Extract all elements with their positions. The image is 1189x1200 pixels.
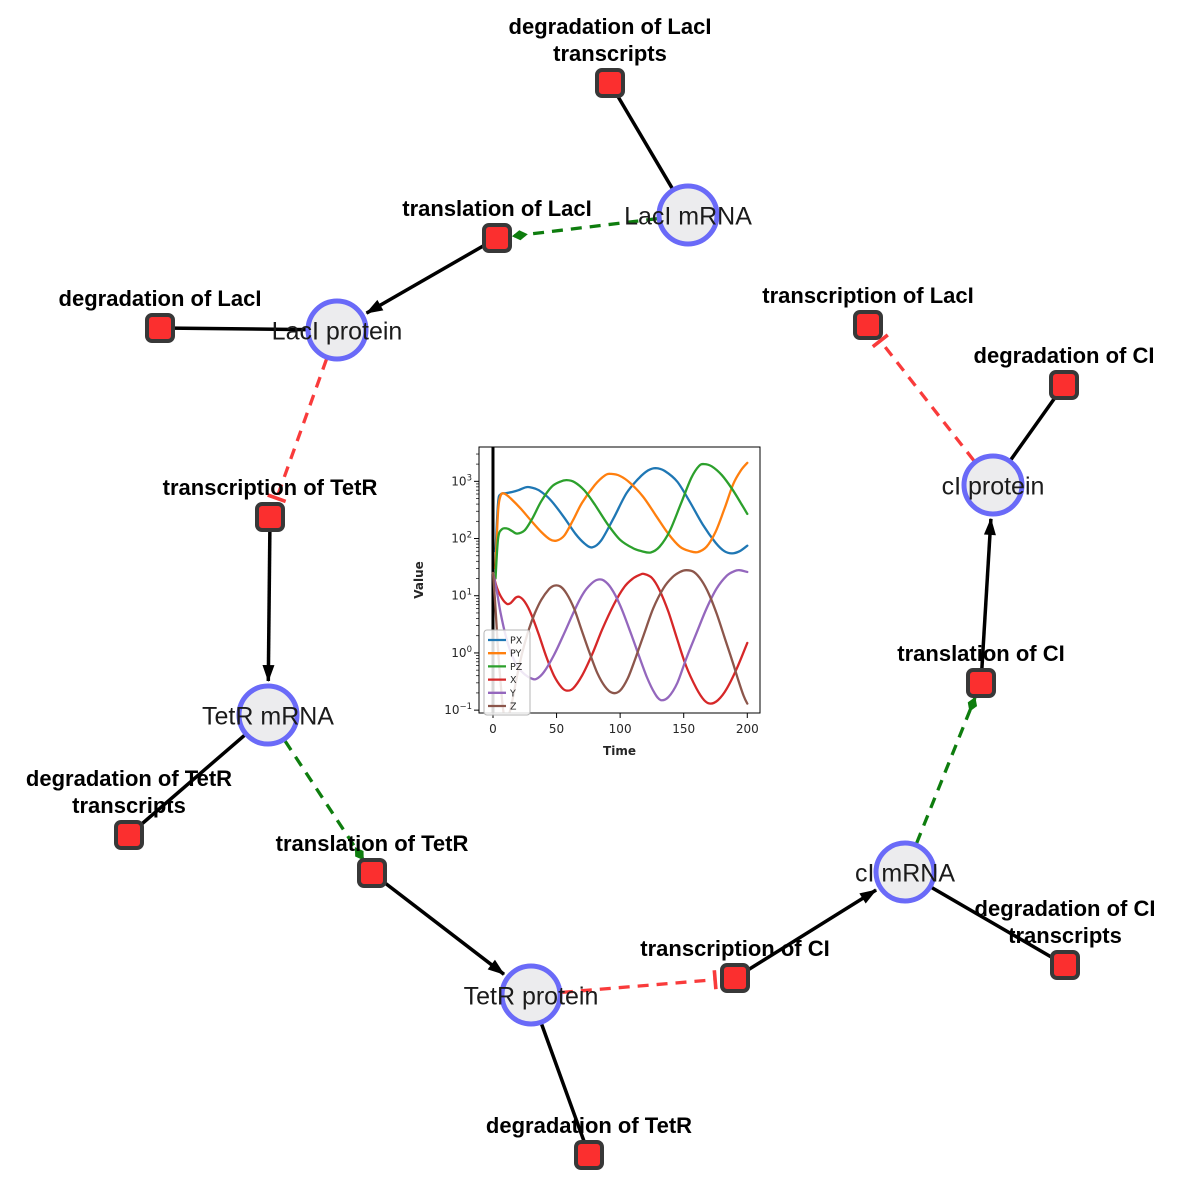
y-tick-label: 103 [451, 473, 472, 488]
nodes-layer [114, 68, 1080, 1170]
reaction-node-translation-laci [482, 223, 512, 253]
series-py [494, 461, 749, 570]
legend-label-py: PY [510, 649, 522, 660]
edge-modifier-tetr-mrna-to-translation-tetr [283, 739, 365, 861]
y-axis-label: Value [412, 561, 426, 599]
edge-consumption-laci-protein-to-deg-laci [159, 326, 307, 332]
series-px [494, 466, 749, 555]
reaction-node-deg-laci [145, 313, 175, 343]
legend: PX PY PZ XYZ [483, 629, 531, 716]
axes-frame [478, 446, 761, 714]
y-tick-label: 100 [451, 645, 472, 660]
species-node-ci-protein [961, 453, 1025, 517]
edge-modifier-laci-mrna-to-translation-laci [511, 217, 658, 241]
y-tick-label: 10−1 [444, 702, 472, 717]
reaction-node-transcription-tetr [255, 502, 285, 532]
edge-inhibition-tetr-protein-to-transcription-ci [561, 970, 718, 995]
series-x [491, 571, 749, 705]
edge-consumption-tetr-protein-to-deg-tetr [539, 1023, 591, 1156]
edge-consumption-tetr-mrna-to-deg-tetr-tx [127, 733, 246, 837]
x-tick-label: 50 [549, 722, 564, 736]
legend-label-z: Z [510, 702, 517, 713]
edge-production-transcription-ci-to-ci-mrna [734, 888, 878, 980]
edge-inhibition-laci-protein-to-transcription-tetr [267, 358, 329, 504]
edge-consumption-laci-mrna-to-deg-laci-tx [608, 82, 674, 190]
species-node-tetr-protein [499, 963, 563, 1027]
reaction-node-transcription-ci [720, 963, 750, 993]
species-node-laci-mrna [656, 183, 720, 247]
reaction-node-deg-ci [1049, 370, 1079, 400]
species-node-laci-protein [305, 298, 369, 362]
edge-inhibition-ci-protein-to-transcription-laci [871, 333, 976, 462]
legend-label-px: PX [510, 636, 523, 647]
legend-label-pz: PZ [510, 662, 523, 673]
legend-label-y: Y [509, 688, 516, 699]
reaction-node-deg-tetr-tx [114, 820, 144, 850]
edge-production-translation-tetr-to-tetr-protein [370, 871, 506, 976]
legend-label-x: X [510, 675, 517, 686]
reaction-node-translation-ci [966, 668, 996, 698]
timecourse-plot: 0 50 100 150 20010−1100101102103TimeValuePXP… [412, 446, 761, 758]
x-tick-label: 200 [736, 722, 759, 736]
reaction-node-deg-tetr [574, 1140, 604, 1170]
edge-modifier-ci-mrna-to-translation-ci [915, 696, 978, 844]
species-node-ci-mrna [873, 840, 937, 904]
reaction-node-translation-tetr [357, 858, 387, 888]
series-y [491, 568, 749, 702]
edge-production-transcription-tetr-to-tetr-mrna [262, 516, 275, 682]
y-tick-label: 101 [451, 588, 472, 603]
x-tick-label: 100 [609, 722, 632, 736]
species-node-tetr-mrna [236, 683, 300, 747]
x-axis-label: Time [603, 744, 636, 758]
reaction-node-transcription-laci [853, 310, 883, 340]
edges-layer [127, 82, 1066, 1156]
y-tick-label: 102 [451, 531, 472, 546]
series-pz [494, 462, 749, 580]
reaction-node-deg-laci-tx [595, 68, 625, 98]
x-tick-label: 150 [672, 722, 695, 736]
edge-production-translation-ci-to-ci-protein [979, 517, 996, 684]
edge-production-translation-laci-to-laci-protein [365, 236, 498, 315]
edge-consumption-ci-mrna-to-deg-ci-tx [930, 886, 1066, 967]
x-tick-label: 0 [489, 722, 497, 736]
reaction-node-deg-ci-tx [1050, 950, 1080, 980]
inset-chart: 0 50 100 150 200 10−1 100 101 102 103 Time Value PX P… [410, 432, 772, 767]
